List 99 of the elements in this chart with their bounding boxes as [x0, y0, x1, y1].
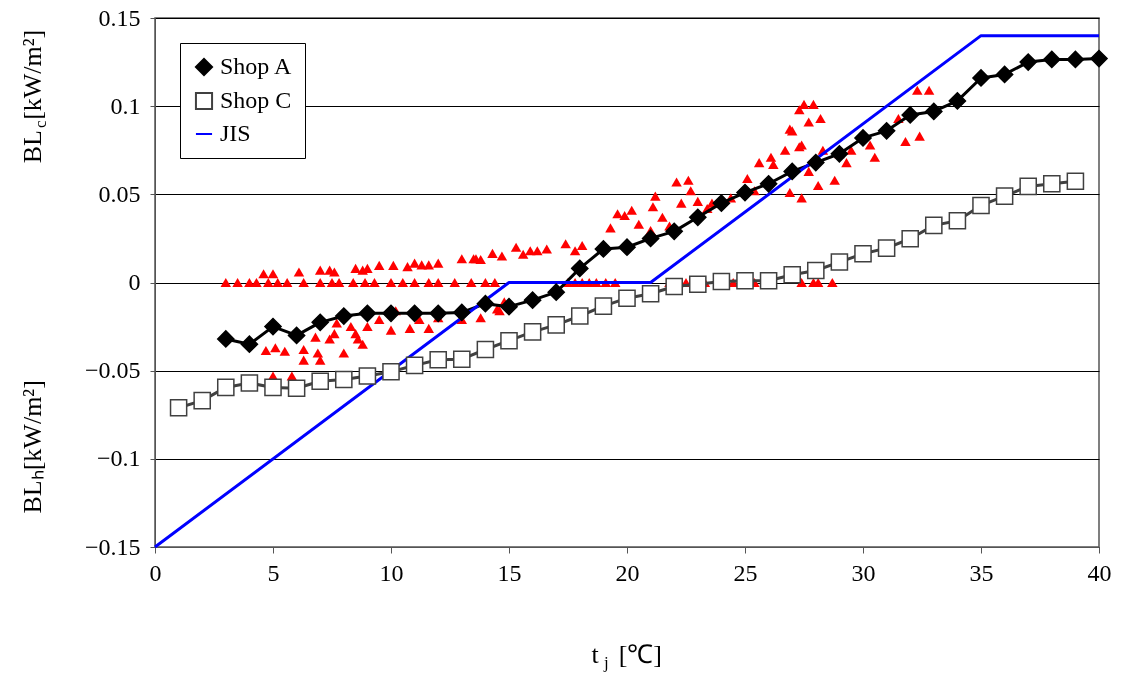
point: [806, 261, 825, 280]
point: [618, 289, 636, 308]
point: [901, 229, 920, 248]
point: [759, 174, 778, 193]
point: [972, 196, 990, 215]
point: [169, 398, 188, 417]
legend-label: Shop A: [220, 53, 293, 79]
point: [1019, 53, 1038, 71]
point: [240, 374, 259, 392]
point: [405, 356, 424, 375]
point: [570, 307, 589, 325]
point: [405, 304, 424, 323]
point: [641, 284, 660, 303]
point: [523, 291, 542, 309]
point: [783, 162, 802, 181]
point: [995, 187, 1014, 205]
point: [358, 367, 377, 385]
y-axis-title: BLc[kW/m²]: [18, 29, 50, 164]
x-tick-label: 10: [379, 559, 404, 586]
point: [193, 391, 212, 410]
y-tick-label: 0: [128, 269, 141, 295]
point: [547, 283, 566, 302]
point: [806, 153, 825, 172]
x-tick-label: 40: [1087, 559, 1112, 586]
point: [618, 238, 636, 257]
point: [382, 304, 400, 323]
point: [547, 316, 566, 334]
y-tick-label: −0.15: [84, 533, 141, 560]
point: [240, 335, 259, 354]
point: [311, 372, 330, 391]
point: [287, 379, 306, 398]
point: [783, 265, 802, 284]
y-tick-label: −0.05: [84, 357, 141, 384]
x-tick-label: 5: [267, 559, 280, 586]
point: [759, 271, 778, 290]
point: [924, 216, 943, 235]
point: [948, 211, 967, 230]
point: [712, 194, 731, 212]
point: [264, 317, 282, 336]
point: [476, 294, 495, 313]
point: [1090, 49, 1108, 68]
point: [476, 340, 495, 359]
point: [877, 122, 896, 140]
point: [1066, 50, 1085, 69]
y-tick-label: 0.05: [98, 180, 141, 207]
y-tick-label: 0.15: [98, 4, 141, 31]
point: [901, 106, 920, 124]
x-tick-label: 25: [733, 559, 758, 586]
point: [452, 350, 471, 369]
point: [641, 229, 660, 248]
point: [830, 144, 849, 163]
point: [1066, 172, 1085, 191]
point: [452, 303, 471, 322]
point: [972, 69, 990, 87]
point: [311, 313, 330, 332]
point: [736, 183, 754, 202]
point: [924, 102, 943, 121]
point: [334, 370, 353, 389]
point: [429, 350, 448, 369]
y-tick-label: 0.1: [110, 92, 141, 119]
point: [287, 326, 306, 345]
point: [500, 331, 518, 350]
point: [995, 65, 1014, 84]
point: [948, 92, 967, 110]
point: [736, 271, 754, 290]
point: [1042, 174, 1061, 193]
point: [382, 362, 400, 381]
point: [264, 378, 282, 397]
point: [854, 244, 872, 263]
point: [216, 378, 235, 397]
x-tick-label: 30: [851, 559, 876, 586]
point: [712, 272, 731, 291]
point: [594, 297, 613, 315]
text: BLₕ[kW/m²]: [18, 380, 47, 514]
point: [570, 259, 589, 278]
x-axis-title: tj [℃]: [591, 640, 663, 672]
point: [594, 240, 613, 258]
x-tick-label: 35: [969, 559, 994, 586]
point: [358, 304, 377, 323]
point: [665, 222, 684, 241]
point: [429, 304, 448, 323]
point: [688, 208, 707, 227]
legend-label: Shop C: [220, 87, 292, 113]
point: [854, 129, 872, 147]
point: [830, 253, 849, 271]
x-tick-label: 15: [497, 559, 522, 586]
point: [523, 323, 542, 341]
legend-label: JIS: [220, 120, 251, 146]
point: [500, 297, 518, 316]
point: [1019, 177, 1038, 196]
point: [216, 330, 235, 348]
point: [688, 275, 707, 294]
y-tick-label: −0.1: [96, 445, 141, 472]
point: [877, 239, 896, 257]
x-tick-label: 0: [149, 559, 162, 586]
point: [1042, 50, 1061, 69]
x-tick-label: 20: [615, 559, 640, 586]
point: [665, 277, 684, 296]
point: [334, 307, 353, 325]
